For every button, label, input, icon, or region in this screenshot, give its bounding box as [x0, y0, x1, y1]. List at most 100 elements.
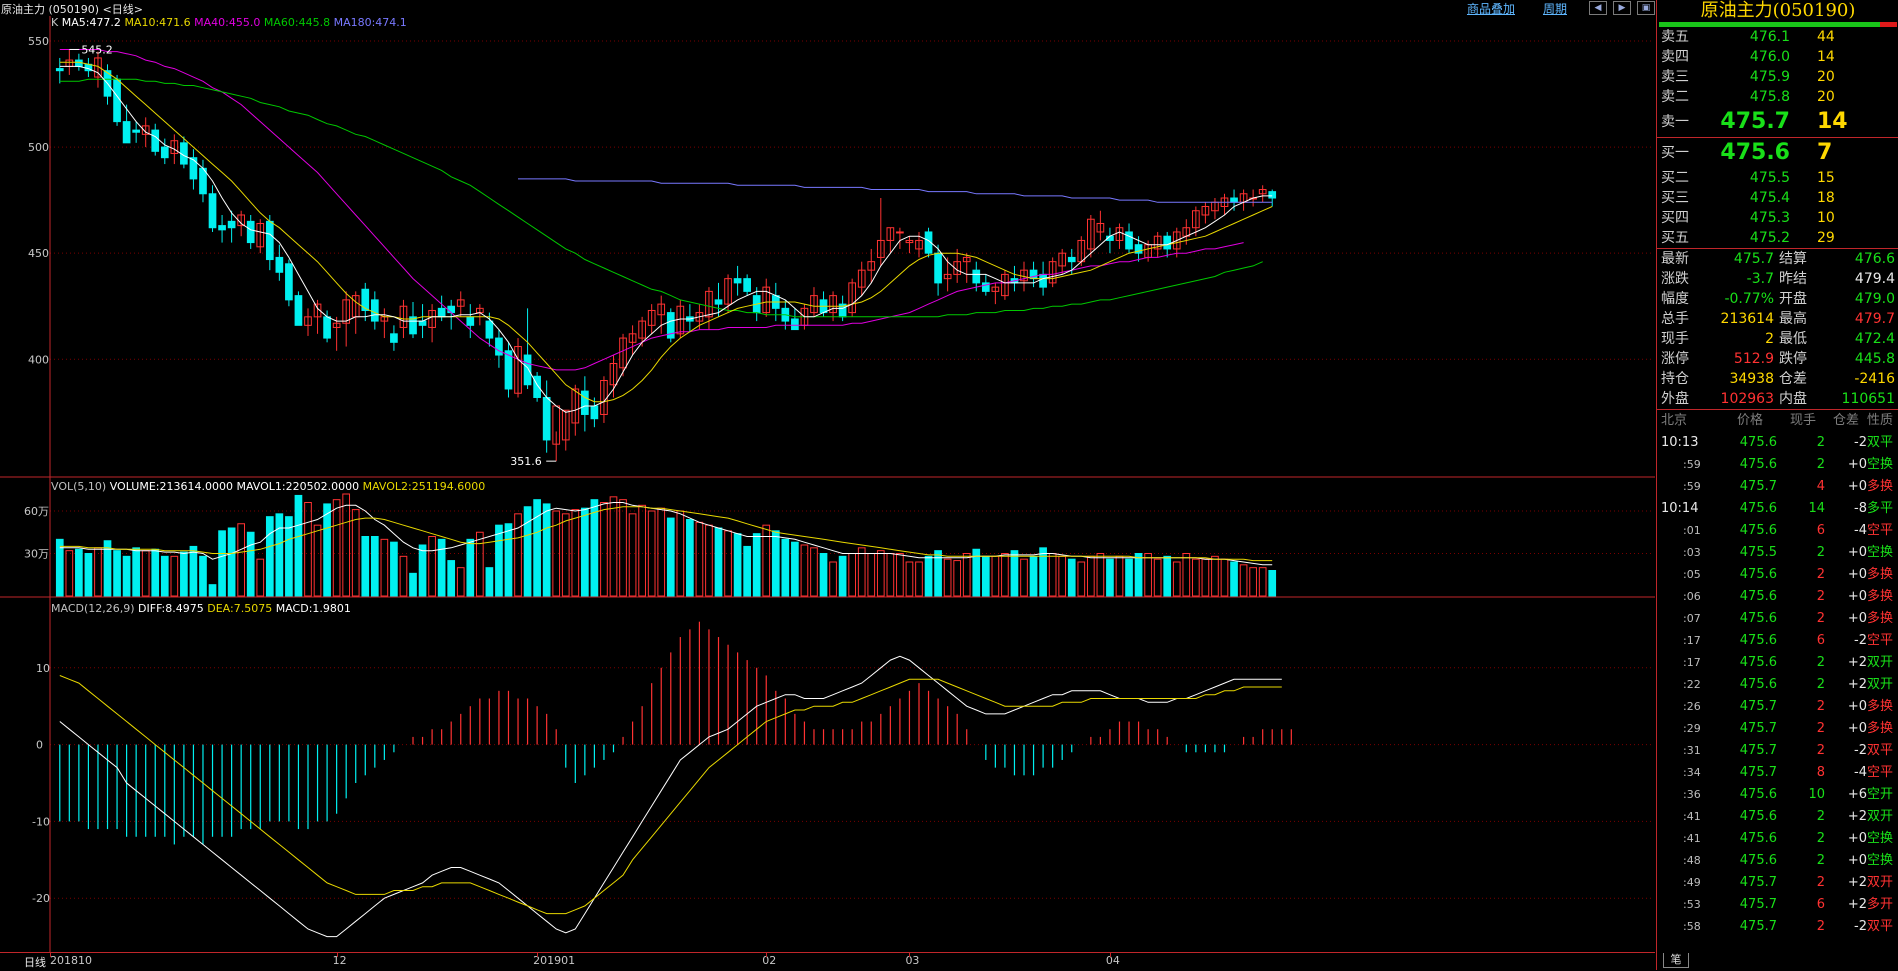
tick-row[interactable]: :01 475.6 6 -4 空平 [1657, 520, 1898, 542]
volume-bar [456, 567, 465, 597]
tab-trades[interactable]: 笔 [1663, 953, 1689, 968]
kline-y-tick: 400 [28, 353, 49, 366]
tick-time: :59 [1683, 458, 1701, 471]
tick-row[interactable]: :53 475.7 6 +2 多开 [1657, 894, 1898, 916]
chart-area[interactable]: 545.2 351.6 550 500 450 400 60万 30万 10 0 -10 -20 K… [0, 16, 1655, 953]
candle-body [915, 239, 923, 250]
ask-level[interactable]: 卖四 476.0 14 [1657, 47, 1898, 67]
volume-bar [829, 561, 837, 597]
bid-level[interactable]: 买四 475.3 10 [1657, 208, 1898, 228]
x-axis-bar: 日线 201810 12 201901 02 03 04 [0, 952, 1655, 971]
bid-level[interactable]: 买二 475.5 15 [1657, 168, 1898, 188]
stat-row: 最新 475.7 结算 476.6 [1657, 249, 1898, 269]
tick-row[interactable]: :59 475.6 2 +0 空换 [1657, 454, 1898, 476]
candle-body [1096, 222, 1105, 233]
kline-legend: K MA5:477.2 MA10:471.6 MA40:455.0 MA60:4… [51, 16, 407, 29]
candle-body [265, 220, 274, 261]
tick-volume: 2 [1816, 611, 1825, 626]
tick-price: 475.6 [1739, 853, 1777, 868]
volume-bar [160, 555, 169, 597]
tick-row[interactable]: :49 475.7 2 +2 双开 [1657, 872, 1898, 894]
prev-icon[interactable]: ◀ [1589, 1, 1607, 15]
bid-level[interactable]: 买五 475.2 29 [1657, 228, 1898, 248]
tick-row[interactable]: :07 475.6 2 +0 多换 [1657, 608, 1898, 630]
bid-level[interactable]: 买一 475.6 7 [1657, 138, 1898, 168]
tick-nature: 空平 [1867, 523, 1894, 538]
tick-row[interactable]: :06 475.6 2 +0 多换 [1657, 586, 1898, 608]
tick-row[interactable]: :41 475.6 2 +2 双开 [1657, 806, 1898, 828]
candle-body [857, 269, 866, 288]
tick-row[interactable]: :29 475.7 2 +0 多换 [1657, 718, 1898, 740]
period-link[interactable]: 周期 [1542, 1, 1567, 16]
tick-time: :17 [1683, 656, 1701, 669]
tick-row[interactable]: :48 475.6 2 +0 空换 [1657, 850, 1898, 872]
next-icon[interactable]: ▶ [1613, 1, 1631, 15]
tick-time: :48 [1683, 854, 1701, 867]
kline-panel[interactable]: 545.2 351.6 [55, 43, 1277, 468]
tick-row[interactable]: :26 475.7 2 +0 多换 [1657, 696, 1898, 718]
volume-bar [1020, 558, 1028, 597]
ask-level[interactable]: 卖一 475.7 14 [1657, 107, 1898, 137]
candle-body [390, 333, 398, 343]
tick-row[interactable]: :36 475.6 10 +6 空开 [1657, 784, 1898, 806]
legend-item: DIFF:8.4975 [138, 602, 207, 615]
tick-time: :22 [1683, 678, 1701, 691]
tick-volume: 2 [1816, 831, 1825, 846]
volume-bar [84, 553, 93, 597]
candle-body [466, 316, 475, 326]
candle-body [762, 286, 771, 314]
volume-bar [65, 550, 74, 597]
tick-row[interactable]: :03 475.5 2 +0 空换 [1657, 542, 1898, 564]
volume-bar [666, 517, 675, 597]
macd-panel[interactable] [59, 621, 1292, 938]
tick-row[interactable]: :22 475.6 2 +2 双开 [1657, 674, 1898, 696]
window-title-bar: 原油主力 (050190) <日线> 商品叠加 周期 ◀ ▶ ▣ [0, 0, 1655, 16]
tick-price: 475.6 [1739, 435, 1777, 450]
tick-price: 475.6 [1739, 523, 1777, 538]
level-volume: 20 [1817, 69, 1835, 85]
tick-row[interactable]: :58 475.7 2 -2 双平 [1657, 916, 1898, 938]
tick-volume: 6 [1816, 897, 1825, 912]
tick-oi-change: +0 [1847, 853, 1867, 868]
volume-bar [141, 550, 150, 597]
tick-row[interactable]: 10:14 475.6 14 -8 多平 [1657, 498, 1898, 520]
ask-level[interactable]: 卖五 476.1 44 [1657, 27, 1898, 47]
tick-row[interactable]: :17 475.6 6 -2 空平 [1657, 630, 1898, 652]
volume-panel[interactable] [55, 493, 1277, 597]
ask-level[interactable]: 卖三 475.9 20 [1657, 67, 1898, 87]
tick-row[interactable]: :31 475.7 2 -2 双平 [1657, 740, 1898, 762]
level-label: 卖二 [1661, 89, 1689, 105]
tick-row[interactable]: :05 475.6 2 +0 多换 [1657, 564, 1898, 586]
layout-icon[interactable]: ▣ [1637, 1, 1655, 15]
ticks-header-price: 价格 [1737, 413, 1764, 428]
tick-time: :05 [1683, 568, 1701, 581]
tick-volume: 2 [1816, 677, 1825, 692]
tick-row[interactable]: :34 475.7 8 -4 空平 [1657, 762, 1898, 784]
tick-nature: 空换 [1867, 545, 1894, 560]
overlay-commodity-link[interactable]: 商品叠加 [1466, 1, 1515, 16]
volume-bar [934, 550, 942, 597]
candle-body [504, 350, 513, 390]
tick-row[interactable]: :59 475.7 4 +0 多换 [1657, 476, 1898, 498]
candle-body [867, 261, 876, 271]
ask-level[interactable]: 卖二 475.8 20 [1657, 87, 1898, 107]
volume-bar [1239, 564, 1248, 597]
stat-label: 最低 [1779, 331, 1807, 347]
candle-body [943, 273, 952, 280]
candle-body [285, 263, 293, 301]
tick-row[interactable]: :17 475.6 2 +2 双开 [1657, 652, 1898, 674]
level-label: 买四 [1661, 210, 1689, 226]
tick-list[interactable]: 10:13 475.6 2 -2 双平:59 475.6 2 +0 空换:59 475.7 4 +0 多… [1657, 432, 1898, 938]
volume-bar [953, 560, 962, 597]
bid-level[interactable]: 买三 475.4 18 [1657, 188, 1898, 208]
volume-bar [762, 524, 771, 597]
volume-bar [113, 550, 121, 597]
ma60-line [59, 78, 1263, 318]
tick-row[interactable]: :41 475.6 2 +0 空换 [1657, 828, 1898, 850]
tick-row[interactable]: 10:13 475.6 2 -2 双平 [1657, 432, 1898, 454]
candle-body [132, 129, 140, 133]
candle-body [189, 157, 198, 180]
volume-bar [475, 531, 484, 597]
volume-bar [896, 553, 904, 597]
stat-label: 内盘 [1779, 391, 1807, 407]
